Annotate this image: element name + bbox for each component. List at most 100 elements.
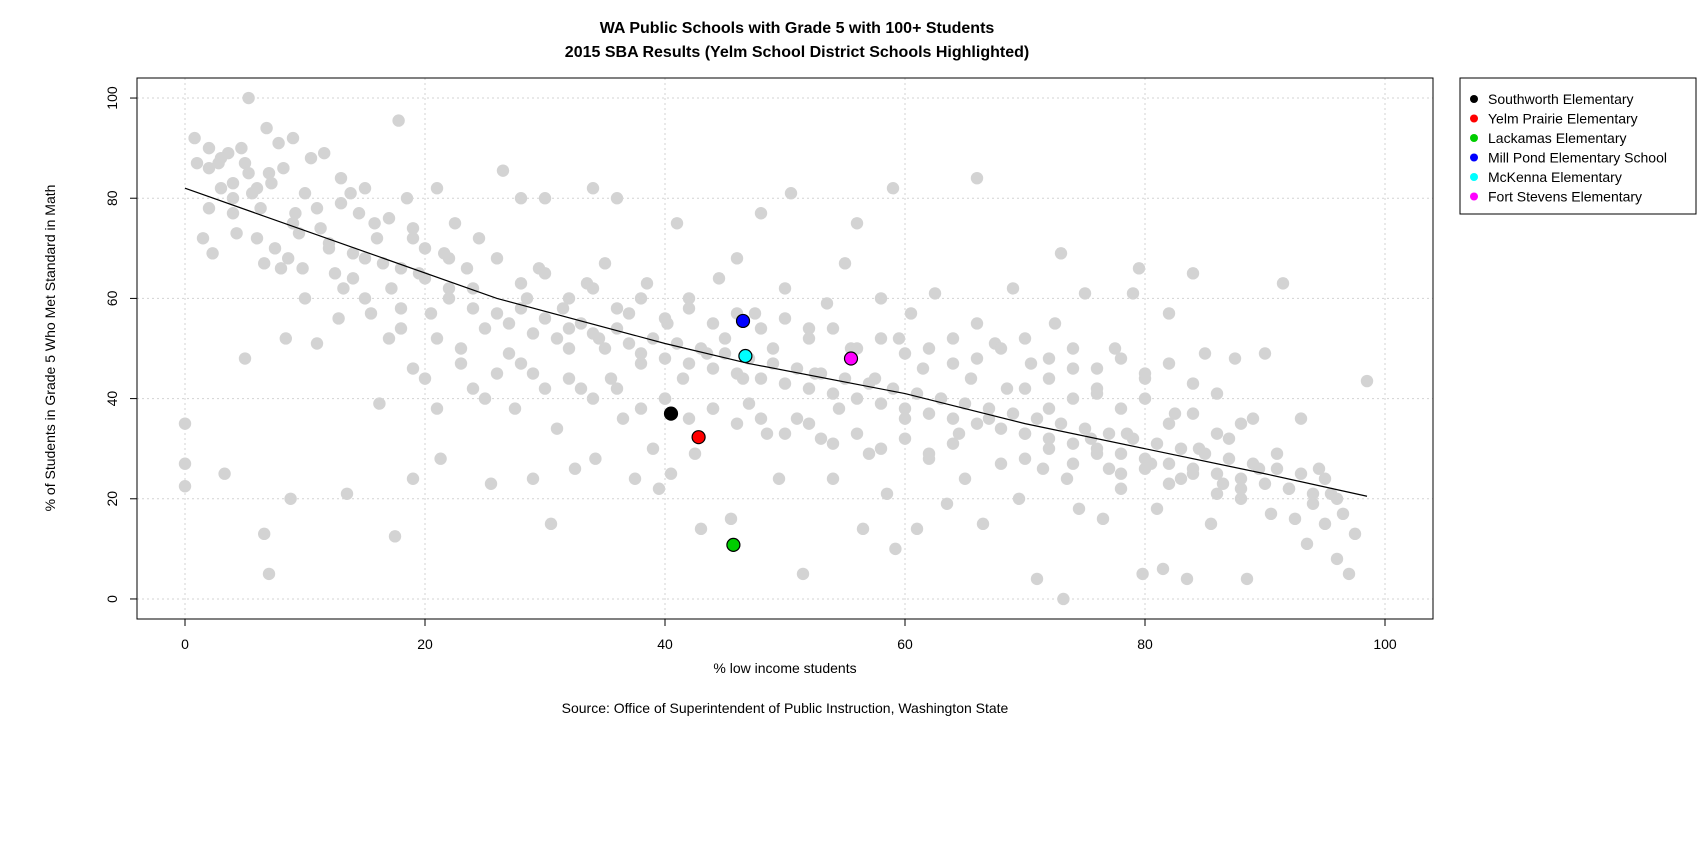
data-point xyxy=(340,487,354,500)
data-point xyxy=(1228,352,1242,365)
data-point xyxy=(754,322,768,335)
x-tick-label: 100 xyxy=(1373,636,1397,652)
data-point xyxy=(310,337,324,350)
data-point xyxy=(1138,367,1152,380)
data-point xyxy=(682,412,696,425)
data-point xyxy=(1306,487,1320,500)
data-point xyxy=(898,402,912,415)
data-point xyxy=(682,302,696,315)
data-point xyxy=(820,297,834,310)
data-point xyxy=(358,292,372,305)
data-point xyxy=(344,187,357,200)
data-point xyxy=(188,131,201,145)
data-point xyxy=(664,467,678,480)
data-point xyxy=(1318,472,1332,485)
data-point xyxy=(994,422,1008,435)
data-point xyxy=(730,367,744,380)
data-point xyxy=(202,202,216,215)
data-point xyxy=(1018,382,1032,395)
y-tick-label: 20 xyxy=(104,491,120,507)
data-point xyxy=(1162,477,1176,490)
data-point xyxy=(712,272,726,285)
data-point xyxy=(1090,382,1104,395)
data-point xyxy=(1060,472,1074,485)
data-point xyxy=(370,232,384,245)
data-point xyxy=(382,332,396,345)
data-point xyxy=(1042,352,1056,365)
data-point xyxy=(314,222,327,235)
data-point xyxy=(730,252,744,265)
data-point xyxy=(1342,567,1356,581)
data-point xyxy=(946,357,960,370)
data-point xyxy=(1054,247,1068,260)
data-point xyxy=(970,352,984,365)
data-point xyxy=(1156,562,1170,576)
data-point xyxy=(589,452,602,465)
data-point xyxy=(1114,447,1128,460)
x-tick-label: 80 xyxy=(1137,636,1153,652)
data-point xyxy=(724,512,738,526)
data-point xyxy=(1204,517,1218,531)
data-point xyxy=(466,382,480,395)
data-point xyxy=(850,342,864,355)
data-point xyxy=(1054,417,1068,430)
legend-marker xyxy=(1470,134,1478,142)
data-point xyxy=(1174,472,1188,485)
data-point xyxy=(418,272,432,285)
data-point xyxy=(1348,527,1362,541)
data-point xyxy=(1258,477,1272,490)
data-point xyxy=(538,312,552,325)
data-point xyxy=(922,342,936,355)
data-point xyxy=(1186,467,1200,480)
data-point xyxy=(1102,462,1116,475)
data-point xyxy=(376,257,390,270)
data-point xyxy=(202,161,216,175)
data-point xyxy=(478,392,492,405)
y-tick-label: 0 xyxy=(104,595,120,603)
data-point xyxy=(1306,497,1320,510)
y-tick-label: 60 xyxy=(104,290,120,306)
data-point xyxy=(706,317,720,330)
data-point xyxy=(1057,592,1070,606)
data-point xyxy=(556,302,570,315)
legend-marker xyxy=(1470,95,1478,103)
data-point xyxy=(242,91,255,105)
data-point xyxy=(448,217,462,230)
data-point xyxy=(1162,457,1176,470)
data-point xyxy=(394,322,408,335)
data-point xyxy=(296,262,309,275)
chart-title: WA Public Schools with Grade 5 with 100+… xyxy=(600,20,995,37)
chart-subtitle: 2015 SBA Results (Yelm School District S… xyxy=(565,44,1029,61)
data-point xyxy=(178,457,192,470)
data-point xyxy=(802,417,816,430)
data-point xyxy=(550,422,564,435)
data-point xyxy=(958,472,972,485)
data-point xyxy=(1162,307,1176,320)
data-point xyxy=(466,302,480,315)
data-point xyxy=(508,402,522,415)
data-point xyxy=(1162,357,1176,370)
data-point xyxy=(658,352,672,365)
data-point xyxy=(226,192,240,205)
data-point xyxy=(1312,462,1326,475)
data-point xyxy=(214,151,228,165)
data-point xyxy=(910,522,924,536)
data-point xyxy=(874,292,888,305)
data-point xyxy=(850,427,864,440)
data-point xyxy=(214,182,228,195)
data-point xyxy=(472,232,486,245)
data-point xyxy=(742,397,756,410)
data-point xyxy=(694,522,708,536)
data-point xyxy=(514,192,528,205)
data-point xyxy=(754,412,768,425)
data-point xyxy=(562,372,576,385)
data-point xyxy=(1018,427,1032,440)
data-point xyxy=(1258,347,1272,360)
data-point xyxy=(190,156,204,170)
data-point xyxy=(514,277,528,290)
data-point xyxy=(218,467,231,480)
data-point xyxy=(1138,392,1152,405)
data-point xyxy=(1234,472,1248,485)
data-point xyxy=(442,252,456,265)
data-point xyxy=(1240,572,1254,586)
